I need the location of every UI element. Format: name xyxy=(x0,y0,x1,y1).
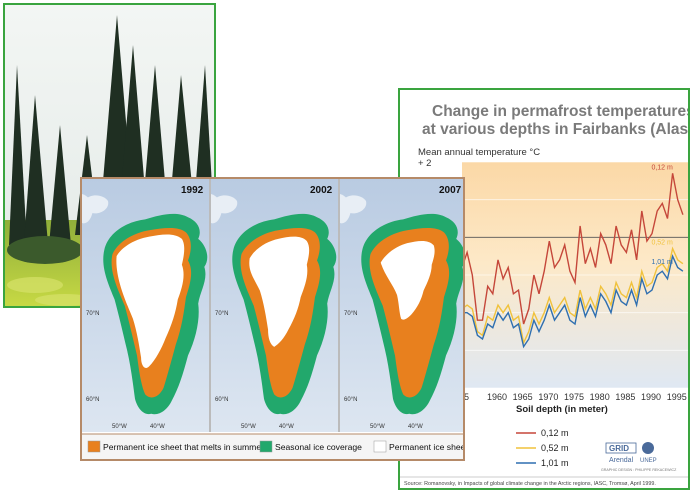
legend-label-1: Seasonal ice coverage xyxy=(275,442,362,452)
source-text: Source: Romanovsky, in Impacts of global… xyxy=(404,481,656,487)
x-tick-label: 1965 xyxy=(513,392,533,402)
map-frame-2002: 2002 70°N 60°N 50°W 40°W xyxy=(211,179,338,432)
lon-label-40: 40°W xyxy=(150,424,165,430)
ellesmere-land xyxy=(85,195,109,214)
lon-label-50: 50°W xyxy=(241,424,256,430)
ellesmere-land xyxy=(214,195,238,214)
lat-label-60: 60°N xyxy=(215,397,228,403)
x-tick-label: 1995 xyxy=(667,392,687,402)
x-tick-label: 1960 xyxy=(487,392,507,402)
legend-title: Soil depth (in meter) xyxy=(516,404,608,415)
legend-bar xyxy=(82,434,463,459)
greenland-maps-panel: 1992 70°N 60°N 50°W 40°W 2002 70°N 60°N 50°W 40°W… xyxy=(80,177,465,461)
graphic-credit: GRAPHIC DESIGN : PHILIPPE REKACEWICZ xyxy=(601,468,677,472)
chart-title-line2: at various depths in Fairbanks (Alaska) xyxy=(422,121,688,138)
series-label-0: 0,12 m xyxy=(651,164,673,171)
series-label-2: 1,01 m xyxy=(651,259,673,266)
grid-arendal-logo: GRID Arendal UNEP xyxy=(605,442,657,464)
lat-label-70: 70°N xyxy=(86,311,99,317)
legend-label-2: Permanent ice sheet xyxy=(389,442,463,452)
legend-swatch-0 xyxy=(87,440,101,453)
series-label-1: 0,52 m xyxy=(651,240,673,247)
lat-label-70: 70°N xyxy=(344,311,357,317)
y-axis-label: Mean annual temperature °C xyxy=(418,147,540,158)
series-line-1 xyxy=(461,246,684,346)
legend-swatch-2 xyxy=(373,440,387,453)
lon-label-40: 40°W xyxy=(408,424,423,430)
series-line-0 xyxy=(461,173,684,325)
x-tick-label: 1985 xyxy=(615,392,635,402)
legend-swatch-1 xyxy=(259,440,273,453)
legend-label-0: 0,12 m xyxy=(541,428,569,438)
lon-label-50: 50°W xyxy=(370,424,385,430)
legend-label-2: 1,01 m xyxy=(541,458,569,468)
legend-label-0: Permanent ice sheet that melts in summer xyxy=(103,442,264,452)
x-tick-label: 5 xyxy=(464,392,469,402)
map-frame-1992: 1992 70°N 60°N 50°W 40°W xyxy=(82,179,209,432)
x-tick-label: 1975 xyxy=(564,392,584,402)
lat-label-70: 70°N xyxy=(215,311,228,317)
map-year-label: 2002 xyxy=(310,185,333,196)
chart-title-line1: Change in permafrost temperatures xyxy=(432,103,688,120)
lon-label-40: 40°W xyxy=(279,424,294,430)
logo-unep-text: UNEP xyxy=(640,458,657,464)
map-year-label: 1992 xyxy=(181,185,204,196)
x-tick-label: 1970 xyxy=(538,392,558,402)
x-tick-label: 1990 xyxy=(641,392,661,402)
ellesmere-land xyxy=(343,195,367,214)
logo-grid-text: GRID xyxy=(609,444,629,453)
logo-arendal-text: Arendal xyxy=(609,457,634,464)
lat-label-60: 60°N xyxy=(344,397,357,403)
y-tick-label: + 2 xyxy=(418,158,431,169)
lat-label-60: 60°N xyxy=(86,397,99,403)
unep-emblem-icon xyxy=(642,442,654,454)
lon-label-50: 50°W xyxy=(112,424,127,430)
map-frame-2007: 2007 70°N 60°N 50°W 40°W xyxy=(340,179,463,432)
legend-label-1: 0,52 m xyxy=(541,443,569,453)
x-tick-label: 1980 xyxy=(590,392,610,402)
series-line-2 xyxy=(462,254,684,349)
map-year-label: 2007 xyxy=(439,185,462,196)
